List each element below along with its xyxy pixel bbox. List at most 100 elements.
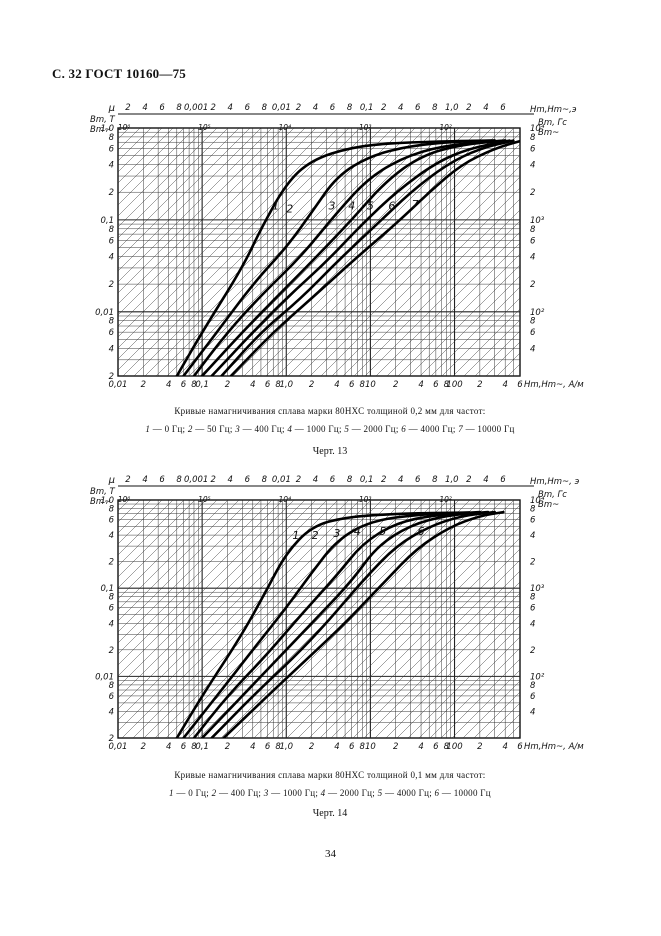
mu-diagonal-line [530,128,661,376]
y-tick-label: 8 [109,593,115,603]
x-tick-label: 8 [360,380,366,390]
mu-diagonal-line [309,165,520,376]
mu-diagonal-line [118,500,141,523]
top-axis-tick-label: 8 [176,103,182,113]
mu-diagonal-line [331,187,520,376]
x-tick-label: 0,01 [109,380,128,390]
mu-diagonal-line [276,132,520,376]
mu-value-label: 10² [439,495,452,504]
y-tick-label: 8 [109,505,115,515]
top-axis-tick-label: 2 [466,103,471,113]
x-tick-label: 6 [181,742,187,752]
top-axis-tick-label: 8 [262,103,268,113]
x-tick-label: 2 [477,742,482,752]
curve-4 [200,510,490,738]
x-tick-label: 4 [334,742,339,752]
mu-diagonal-line [118,500,306,688]
mu-diagonal-line [265,128,515,376]
top-axis-tick-label: 2 [381,475,386,485]
top-axis-tick-label: 8 [176,475,182,485]
top-axis-tick-label: 0,01 [272,103,291,113]
y-tick-label: 2 [109,646,114,656]
y-tick-label: 0,1 [100,584,114,594]
mu-diagonal-line [429,647,520,738]
top-axis-tick-label: 2 [125,475,130,485]
mu-diagonal-line [320,176,520,376]
curve-label: 2 [312,529,319,542]
mu-diagonal-line [118,500,218,600]
mu-diagonal-line [118,500,240,622]
top-axis-tick-label: 8 [347,475,353,485]
y-tick-label: 4 [109,531,114,541]
top-axis-tick-label: 6 [415,475,421,485]
mu-diagonal-line [144,128,394,376]
mu-diagonal-line [188,128,438,376]
x-tick-label: 1,0 [280,380,294,390]
mu-diagonal-line [118,128,218,228]
y-tick-label: 6 [109,328,115,338]
x-tick-label: 4 [250,742,255,752]
curve-label: 1 [292,529,299,542]
mu-diagonal-line [451,669,520,738]
right-tick-label: 10⁴ [530,124,545,134]
y-axis-label: Bm~ [90,125,111,135]
curve-label: 4 [348,199,355,212]
y-tick-label: 8 [109,317,115,327]
x-tick-label: 8 [275,742,281,752]
x-tick-label: 2 [477,380,482,390]
y-tick-label: 6 [109,604,115,614]
mu-diagonal-line [118,128,317,327]
x-tick-label: 2 [309,742,314,752]
right-tick-label: 2 [530,558,535,568]
top-axis-tick-label: 6 [415,103,421,113]
x-tick-label: 4 [250,380,255,390]
top-axis-tick-label: 4 [313,475,318,485]
x-tick-label: 0,1 [195,742,209,752]
curve-label: 2 [286,203,293,216]
right-tick-label: 8 [530,225,536,235]
mu-diagonal-line [462,680,520,738]
right-tick-label: 10³ [530,216,545,226]
y-tick-label: 2 [109,188,114,198]
mu-diagonal-line [118,500,284,666]
legend-num: 2 [211,788,217,798]
top-axis-tick-label: 4 [228,475,233,485]
mu-diagonal-line [297,515,520,738]
plot-frame [117,127,521,377]
mu-diagonal-line [118,128,174,184]
mu-diagonal-line [118,128,262,272]
top-axis-tick-label: 6 [500,103,506,113]
right-tick-label: 10² [530,672,545,682]
curve-label: 1 [272,199,279,212]
mu-diagonal-line [118,128,306,316]
curve-label: 7 [412,198,419,211]
mu-value-label: 10⁴ [279,495,292,504]
legend-text: — 4000 Гц; [382,788,435,798]
mu-diagonal-line [118,500,196,578]
y-tick-label: 6 [109,692,115,702]
mu-diagonal-line [474,330,520,376]
mu-diagonal-line [254,128,504,376]
x-tick-label: 2 [225,742,230,752]
mu-diagonal-line [118,128,185,195]
top-axis-tick-label: 4 [142,475,147,485]
mu-diagonal-line [118,128,196,206]
mu-diagonal-line [118,500,273,655]
top-axis-tick-label: 4 [142,103,147,113]
top-axis-tick-label: 6 [159,475,165,485]
curve-label: 6 [388,199,395,212]
top-axis-tick-label: 6 [159,103,165,113]
right-tick-label: 4 [530,707,535,717]
right-tick-label: 4 [530,252,535,262]
mu-diagonal-line [118,500,207,589]
mu-value-label: 10⁵ [198,123,211,132]
mu-value-label: 10⁶ [118,123,131,132]
x-tick-label: 8 [444,742,450,752]
page-header: С. 32 ГОСТ 10160—75 [52,66,186,81]
x-tick-label: 100 [446,380,462,390]
y-tick-label: 2 [109,734,114,744]
y-tick-label: 8 [109,225,115,235]
y-tick-label: 4 [109,252,114,262]
mu-diagonal-line [118,128,141,151]
mu-diagonal-line [122,128,372,376]
